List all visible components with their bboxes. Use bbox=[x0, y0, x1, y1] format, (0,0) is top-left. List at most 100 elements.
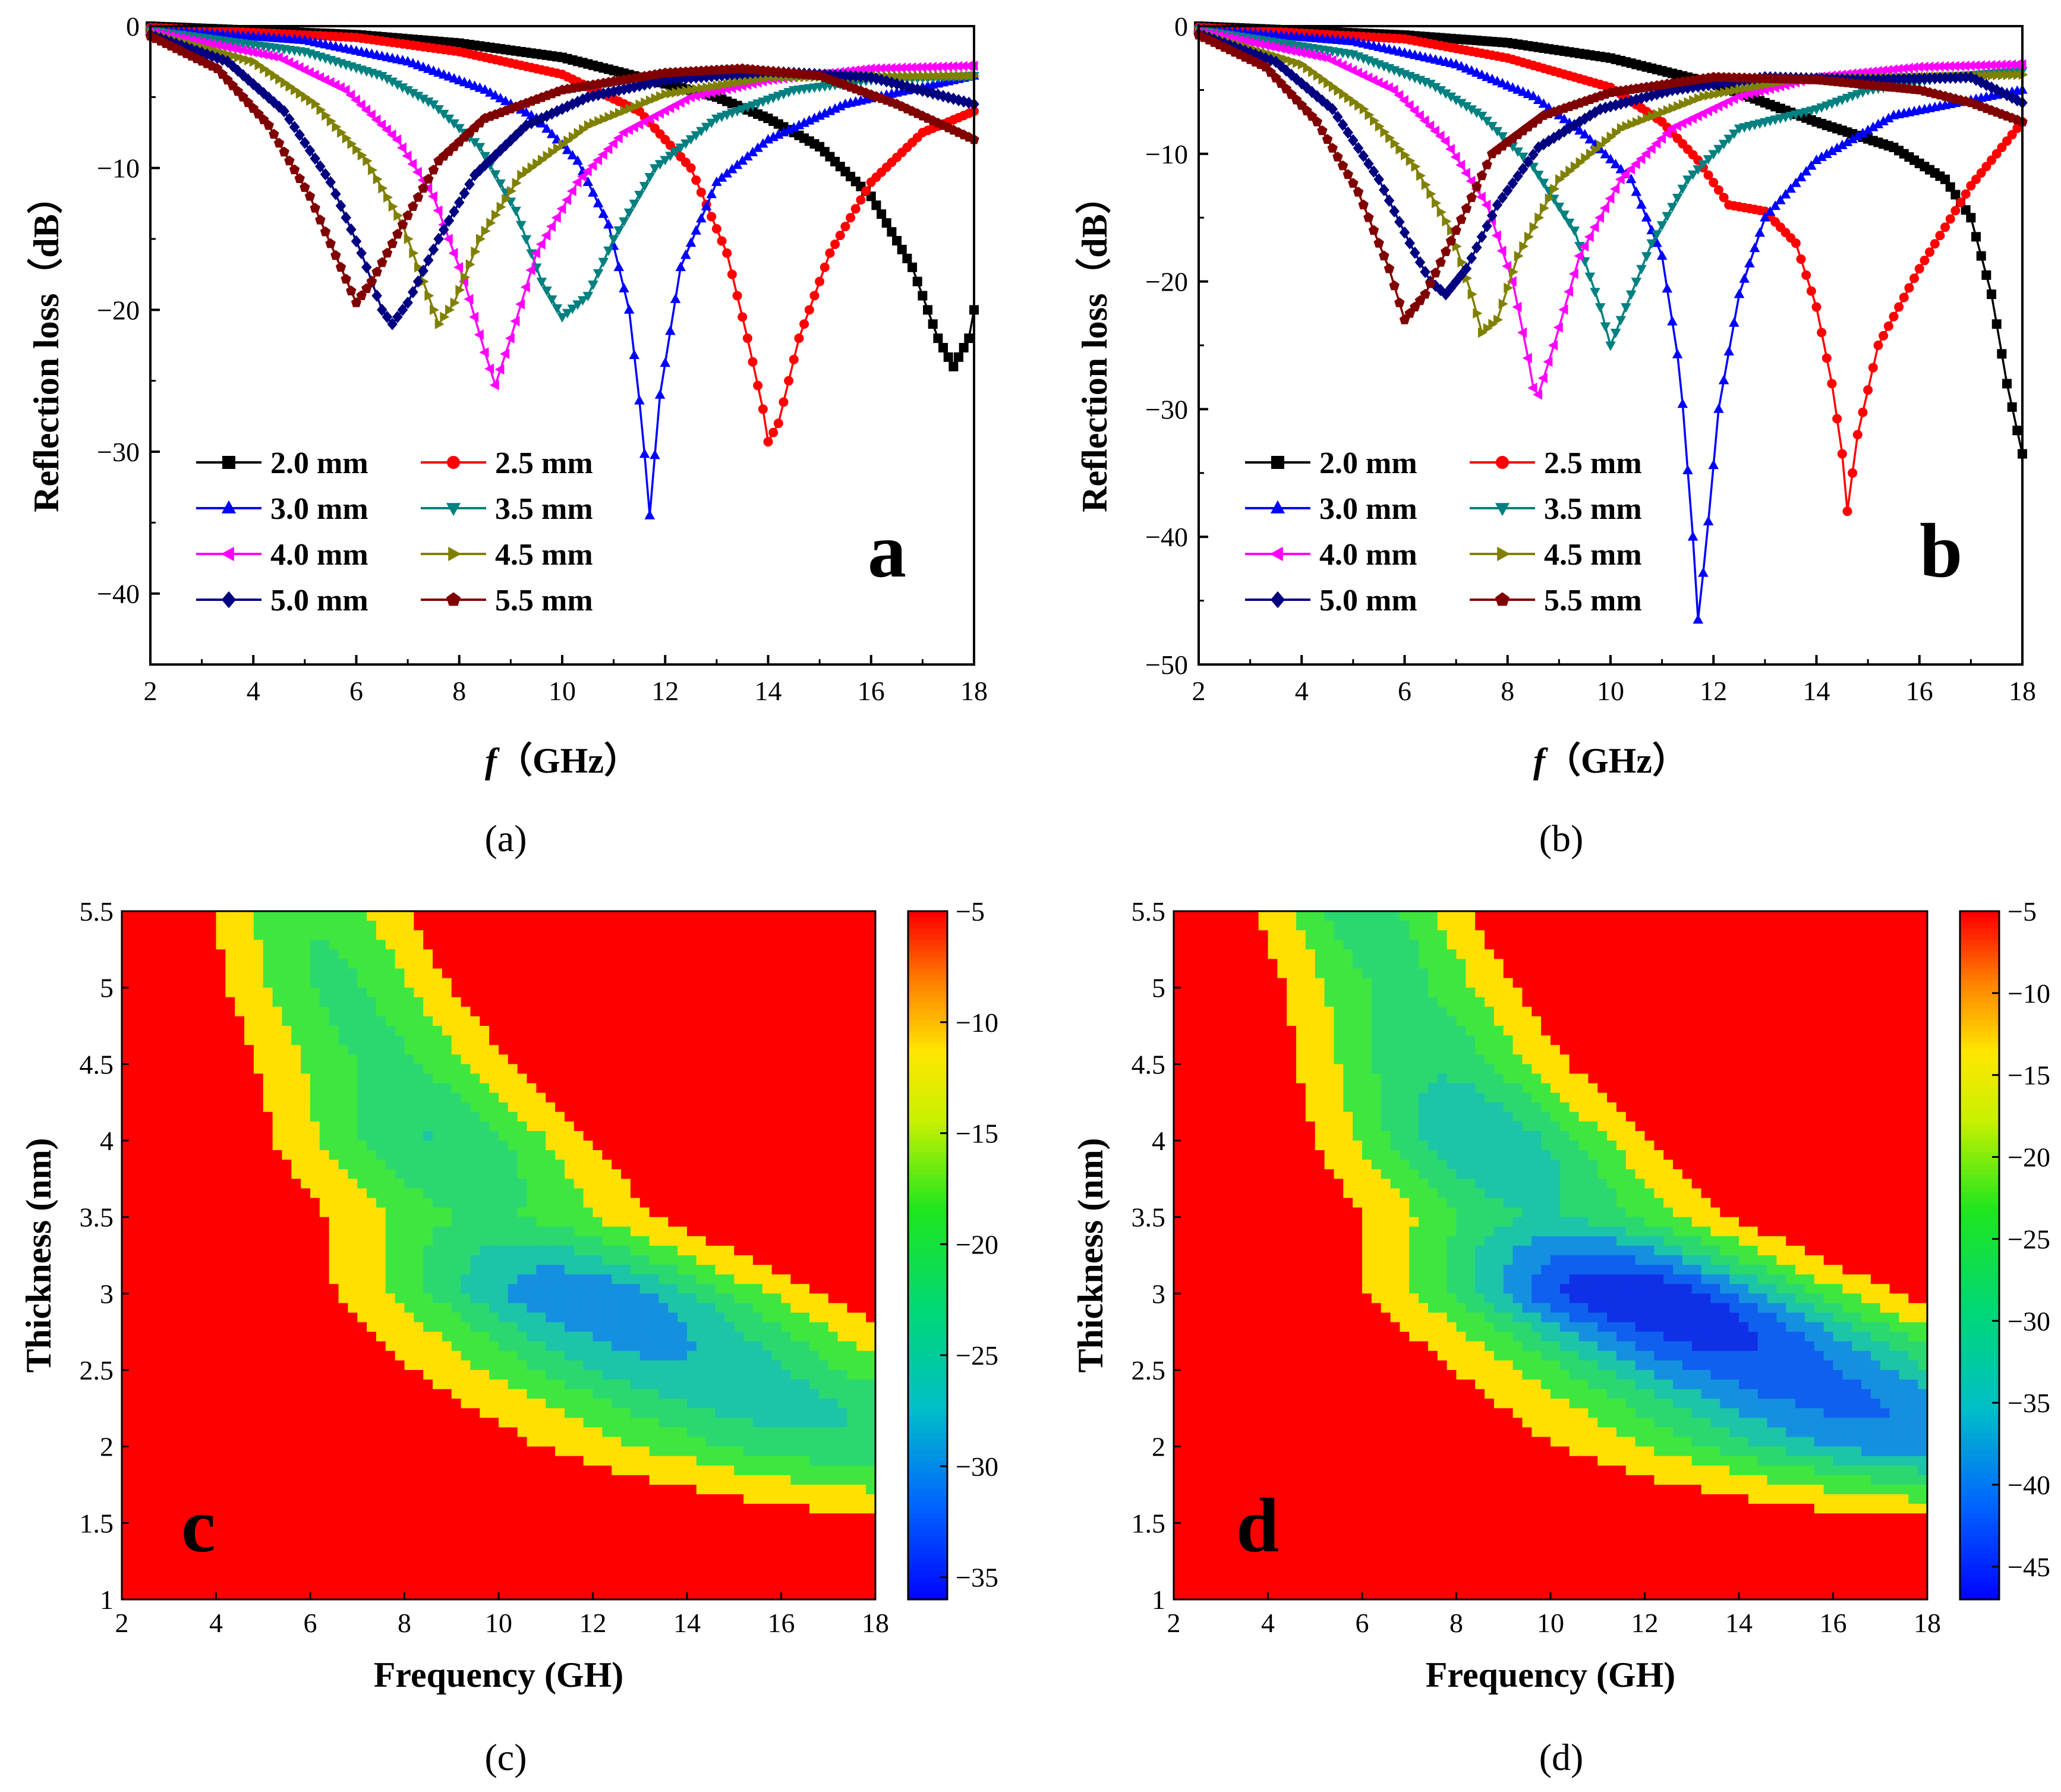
heatmap-cell bbox=[489, 949, 499, 960]
heatmap-cell bbox=[216, 1006, 226, 1017]
heatmap-cell bbox=[593, 930, 603, 941]
heatmap-cell bbox=[338, 921, 349, 931]
heatmap-cell bbox=[414, 930, 424, 941]
heatmap-cell bbox=[715, 1111, 726, 1122]
heatmap-cell bbox=[555, 1006, 565, 1017]
heatmap-cell bbox=[771, 1102, 782, 1113]
heatmap-cell bbox=[169, 968, 179, 979]
heatmap-cell bbox=[828, 1169, 839, 1180]
heatmap-cell bbox=[527, 949, 537, 960]
heatmap-cell bbox=[301, 1026, 311, 1036]
heatmap-cell bbox=[319, 1035, 330, 1045]
heatmap-cell bbox=[253, 1006, 264, 1017]
heatmap-cell bbox=[771, 1121, 782, 1132]
heatmap-cell bbox=[282, 987, 292, 998]
heatmap-cell bbox=[668, 930, 678, 941]
heatmap-cell bbox=[771, 987, 782, 998]
heatmap-cell bbox=[734, 959, 744, 969]
heatmap-cell bbox=[593, 1064, 603, 1075]
heatmap-cell bbox=[734, 1073, 744, 1084]
heatmap-cell bbox=[451, 987, 462, 998]
heatmap-cell bbox=[866, 1160, 876, 1170]
heatmap-cell bbox=[715, 940, 726, 950]
heatmap-cell bbox=[687, 987, 697, 998]
heatmap-cell bbox=[376, 940, 386, 950]
heatmap-cell bbox=[705, 1150, 716, 1160]
heatmap-cell bbox=[451, 940, 462, 950]
heatmap-cell bbox=[187, 1160, 198, 1170]
heatmap-cell bbox=[187, 1045, 198, 1056]
data-point-3-5-mm-45 bbox=[377, 72, 387, 82]
heatmap-cell bbox=[818, 1111, 829, 1122]
heatmap-cell bbox=[187, 1092, 198, 1103]
heatmap-cell bbox=[677, 1169, 688, 1180]
data-point-4-0-mm-59 bbox=[448, 248, 458, 259]
heatmap-cell bbox=[206, 987, 217, 998]
heatmap-cell bbox=[451, 1102, 462, 1113]
heatmap-cell bbox=[743, 911, 754, 921]
heatmap-cell bbox=[762, 1169, 773, 1180]
heatmap-cell bbox=[301, 911, 311, 921]
heatmap-cell bbox=[423, 1073, 433, 1084]
heatmap-cell bbox=[301, 968, 311, 979]
heatmap-cell bbox=[263, 930, 273, 941]
heatmap-cell bbox=[282, 949, 292, 960]
heatmap-cell bbox=[461, 921, 471, 931]
heatmap-cell bbox=[244, 911, 254, 921]
data-point-3-5-mm-87 bbox=[593, 269, 604, 279]
heatmap-cell bbox=[696, 1150, 707, 1160]
heatmap-cell bbox=[687, 959, 697, 969]
heatmap-cell bbox=[847, 911, 858, 921]
heatmap-cell bbox=[225, 1150, 235, 1160]
heatmap-cell bbox=[367, 987, 377, 998]
heatmap-cell bbox=[442, 1045, 452, 1056]
legend-label-3-0-mm: 3.0 mm bbox=[1319, 492, 1417, 526]
data-point-3-5-mm-92 bbox=[619, 217, 629, 227]
heatmap-cell bbox=[131, 1179, 141, 1189]
heatmap-cell bbox=[630, 1092, 641, 1103]
heatmap-cell bbox=[470, 987, 481, 998]
heatmap-cell bbox=[715, 1035, 726, 1045]
heatmap-cell bbox=[499, 1083, 509, 1094]
heatmap-cell bbox=[724, 1111, 735, 1122]
heatmap-cell bbox=[536, 978, 547, 988]
heatmap-cell bbox=[762, 949, 773, 960]
heatmap-cell bbox=[499, 968, 509, 979]
heatmap-cell bbox=[564, 911, 575, 921]
heatmap-cell bbox=[291, 930, 301, 941]
heatmap-cell bbox=[319, 911, 330, 921]
heatmap-cell bbox=[612, 1016, 622, 1026]
heatmap-cell bbox=[122, 1083, 132, 1094]
heatmap-cell bbox=[743, 1141, 754, 1151]
heatmap-cell bbox=[752, 1102, 763, 1113]
heatmap-cell bbox=[771, 1111, 782, 1122]
heatmap-cell bbox=[734, 1130, 744, 1141]
heatmap-cell bbox=[291, 1035, 301, 1045]
heatmap-cell bbox=[169, 1045, 179, 1056]
heatmap-cell bbox=[621, 1130, 631, 1141]
heatmap-cell bbox=[282, 1160, 292, 1170]
heatmap-cell bbox=[517, 987, 528, 998]
heatmap-cell bbox=[583, 1016, 594, 1026]
heatmap-cell bbox=[244, 1073, 254, 1084]
heatmap-cell bbox=[169, 1111, 179, 1122]
data-point-2-5-mm-124 bbox=[1832, 414, 1842, 424]
heatmap-cell bbox=[687, 1141, 697, 1151]
heatmap-cell bbox=[291, 959, 301, 969]
heatmap-cell bbox=[583, 1102, 594, 1113]
heatmap-cell bbox=[319, 1064, 330, 1075]
heatmap-cell bbox=[385, 997, 396, 1007]
heatmap-cell bbox=[809, 1169, 820, 1180]
heatmap-cell bbox=[573, 1102, 584, 1113]
heatmap-cell bbox=[310, 997, 320, 1007]
heatmap-cell bbox=[583, 1092, 594, 1103]
heatmap-cell bbox=[668, 1130, 678, 1141]
heatmap-cell bbox=[734, 1150, 744, 1160]
heatmap-cell bbox=[480, 911, 490, 921]
heatmap-cell bbox=[762, 959, 773, 969]
heatmap-cell bbox=[527, 1083, 537, 1094]
heatmap-cell bbox=[404, 1092, 415, 1103]
heatmap-cell bbox=[677, 1130, 688, 1141]
heatmap-cell bbox=[395, 1016, 405, 1026]
heatmap-cell bbox=[310, 1150, 320, 1160]
